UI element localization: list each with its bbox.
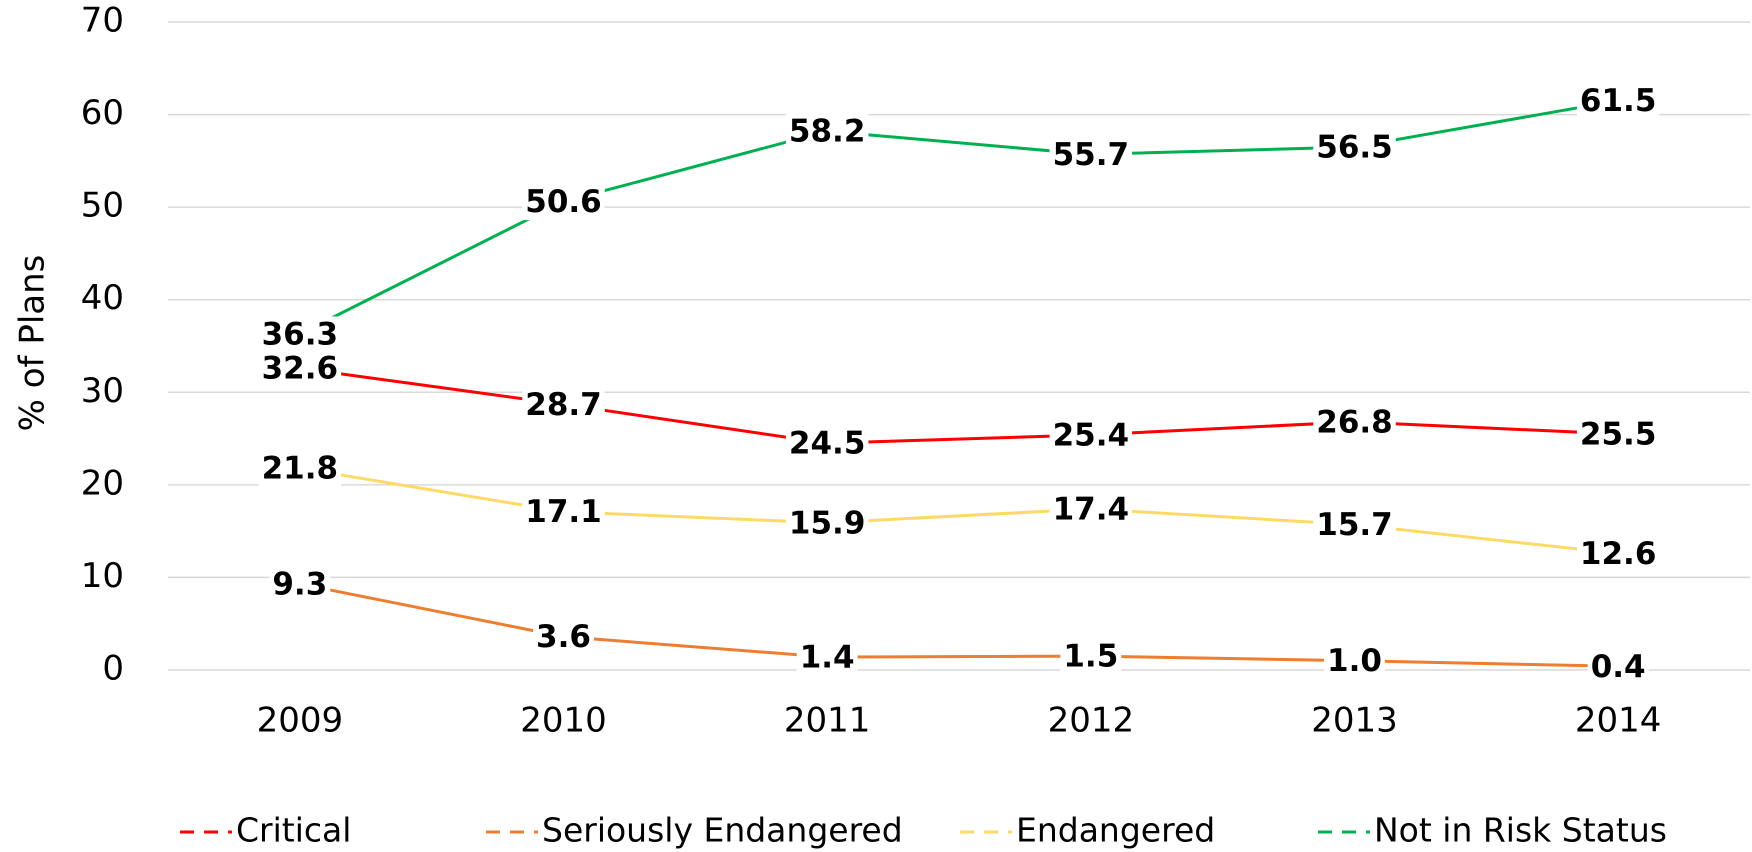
data-label-group: 21.8 <box>258 450 342 487</box>
data-label: 50.6 <box>525 184 602 220</box>
series-line <box>299 99 1619 336</box>
data-label-bg <box>533 619 594 656</box>
series-line <box>299 466 1619 555</box>
x-tick-label: 2011 <box>784 701 871 741</box>
data-label-group: 25.4 <box>1049 417 1133 454</box>
data-label-bg <box>785 505 869 542</box>
data-label-group: 9.3 <box>269 566 331 603</box>
data-label-group: 0.4 <box>1587 648 1649 685</box>
data-label-group: 25.5 <box>1576 416 1660 453</box>
data-label-bg <box>796 639 858 676</box>
data-label-bg <box>1576 83 1660 120</box>
data-label: 25.4 <box>1053 417 1130 453</box>
data-label: 1.4 <box>800 640 855 676</box>
data-label-group: 17.1 <box>522 494 605 531</box>
y-tick-label: 40 <box>81 278 124 318</box>
data-label-bg <box>1060 638 1122 675</box>
data-label: 36.3 <box>262 316 339 352</box>
data-label-group: 61.5 <box>1576 83 1660 120</box>
data-label-bg <box>1049 136 1133 173</box>
y-tick-label: 10 <box>81 556 124 596</box>
data-label-bg <box>522 386 605 423</box>
data-label-group: 28.7 <box>522 386 605 423</box>
series-line <box>299 366 1619 445</box>
legend-label: Seriously Endangered <box>542 811 903 850</box>
data-label-group: 56.5 <box>1313 129 1396 166</box>
data-label: 58.2 <box>789 114 866 150</box>
data-label-group: 55.7 <box>1049 136 1133 173</box>
y-tick-label: 60 <box>81 93 124 133</box>
data-label: 21.8 <box>262 451 339 487</box>
data-label-group: 1.5 <box>1060 638 1122 675</box>
data-label-bg <box>269 566 331 603</box>
x-tick-label: 2009 <box>257 701 344 741</box>
y-tick-label: 0 <box>102 649 124 689</box>
y-tick-label: 20 <box>81 463 124 503</box>
y-tick-label: 30 <box>81 371 124 411</box>
data-label-group: 12.6 <box>1576 535 1660 572</box>
data-label: 17.4 <box>1053 491 1130 527</box>
legend-label: Not in Risk Status <box>1374 811 1667 850</box>
data-label-bg <box>258 450 342 487</box>
data-label-bg <box>522 184 605 221</box>
data-label-group: 1.4 <box>796 639 858 676</box>
data-label: 1.0 <box>1327 643 1382 679</box>
data-label: 17.1 <box>525 494 602 530</box>
data-label: 55.7 <box>1053 137 1130 173</box>
data-label-bg <box>1049 417 1133 454</box>
data-label: 25.5 <box>1580 416 1657 452</box>
data-label-group: 32.6 <box>258 350 342 387</box>
data-label: 24.5 <box>789 426 866 462</box>
data-label: 0.4 <box>1591 649 1646 685</box>
data-label: 12.6 <box>1580 536 1657 572</box>
x-tick-label: 2014 <box>1575 701 1662 741</box>
data-label: 61.5 <box>1580 83 1657 119</box>
data-label-group: 1.0 <box>1324 643 1385 680</box>
data-label-group: 58.2 <box>785 113 869 150</box>
data-label-group: 50.6 <box>522 184 605 221</box>
y-tick-label: 50 <box>81 186 124 226</box>
data-label-bg <box>1587 648 1649 685</box>
series-line <box>299 582 1619 668</box>
legend-label: Endangered <box>1016 811 1215 850</box>
x-tick-label: 2010 <box>520 701 607 741</box>
data-label: 32.6 <box>262 351 339 387</box>
data-label-bg <box>258 316 342 353</box>
data-label: 9.3 <box>272 566 327 602</box>
data-label-group: 15.7 <box>1313 507 1396 544</box>
data-label-group: 24.5 <box>785 425 869 462</box>
data-label-bg <box>1324 643 1385 680</box>
legend-label: Critical <box>236 811 351 850</box>
data-label-group: 15.9 <box>785 505 869 542</box>
data-label-group: 3.6 <box>533 619 594 656</box>
y-axis-title: % of Plans <box>13 255 53 432</box>
data-label-bg <box>1313 507 1396 544</box>
data-label-bg <box>1576 416 1660 453</box>
data-label-bg <box>785 113 869 150</box>
data-label-bg <box>1576 535 1660 572</box>
data-label-bg <box>1313 129 1396 166</box>
data-label-bg <box>1049 491 1133 528</box>
data-label: 1.5 <box>1063 639 1118 675</box>
y-tick-label: 70 <box>81 1 124 41</box>
data-label: 15.9 <box>789 505 866 541</box>
data-label: 3.6 <box>536 619 591 655</box>
data-label: 26.8 <box>1316 404 1393 440</box>
data-label: 56.5 <box>1316 129 1393 165</box>
x-tick-label: 2012 <box>1048 701 1135 741</box>
data-label-group: 26.8 <box>1313 404 1396 441</box>
data-label-bg <box>1313 404 1396 441</box>
data-label-bg <box>522 494 605 531</box>
data-label-group: 36.3 <box>258 316 342 353</box>
data-label-bg <box>258 350 342 387</box>
data-label: 28.7 <box>525 387 602 423</box>
data-label: 15.7 <box>1316 507 1393 543</box>
x-tick-label: 2013 <box>1311 701 1398 741</box>
data-label-bg <box>785 425 869 462</box>
data-label-group: 17.4 <box>1049 491 1133 528</box>
